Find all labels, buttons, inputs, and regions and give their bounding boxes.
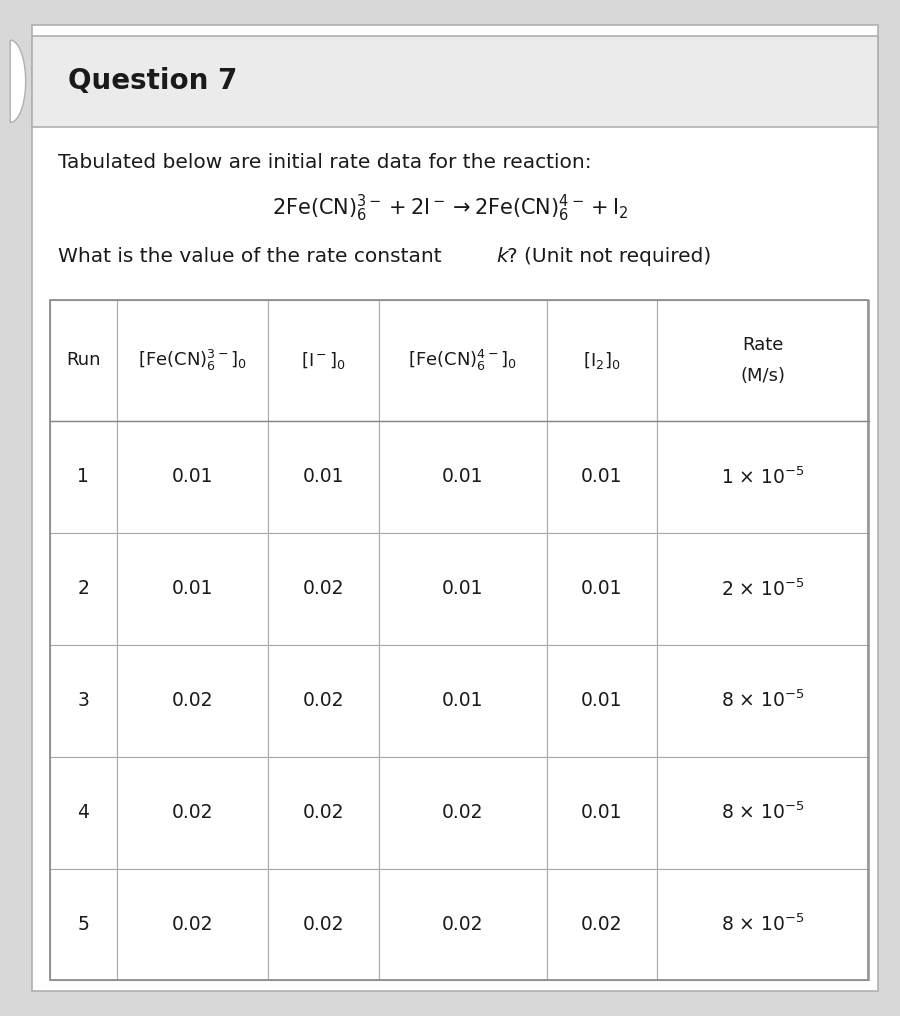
Text: 0.01: 0.01 <box>442 579 483 598</box>
Text: $\mathregular{2Fe(CN)_6^{3-} + 2I^- \rightarrow 2Fe(CN)_6^{4-} + I_2}$: $\mathregular{2Fe(CN)_6^{3-} + 2I^- \rig… <box>272 193 628 224</box>
Text: 0.01: 0.01 <box>581 467 623 487</box>
Text: 5: 5 <box>77 915 89 934</box>
Text: 1 $\times$ $10^{-5}$: 1 $\times$ $10^{-5}$ <box>721 466 805 488</box>
Text: 0.02: 0.02 <box>581 915 623 934</box>
Text: $[\mathrm{Fe(CN)_6^{3-}}]_0$: $[\mathrm{Fe(CN)_6^{3-}}]_0$ <box>138 347 247 373</box>
Text: $[\mathrm{I^-}]_0$: $[\mathrm{I^-}]_0$ <box>301 350 346 371</box>
Text: 0.02: 0.02 <box>302 915 344 934</box>
Text: $k$: $k$ <box>496 247 510 265</box>
Text: 0.02: 0.02 <box>172 803 213 822</box>
Polygon shape <box>10 41 25 123</box>
Text: 8 $\times$ $10^{-5}$: 8 $\times$ $10^{-5}$ <box>721 913 805 936</box>
Text: 0.01: 0.01 <box>442 691 483 710</box>
Text: 8 $\times$ $10^{-5}$: 8 $\times$ $10^{-5}$ <box>721 690 805 711</box>
Text: 1: 1 <box>77 467 89 487</box>
Text: $[\mathrm{I_2}]_0$: $[\mathrm{I_2}]_0$ <box>583 350 621 371</box>
Text: 0.01: 0.01 <box>172 467 213 487</box>
Text: 0.01: 0.01 <box>302 467 344 487</box>
Text: 8 $\times$ $10^{-5}$: 8 $\times$ $10^{-5}$ <box>721 802 805 823</box>
Text: 0.01: 0.01 <box>172 579 213 598</box>
Text: 0.02: 0.02 <box>442 803 483 822</box>
Text: 4: 4 <box>77 803 89 822</box>
Text: 0.02: 0.02 <box>172 915 213 934</box>
Text: 2 $\times$ $10^{-5}$: 2 $\times$ $10^{-5}$ <box>721 578 805 599</box>
Text: 0.01: 0.01 <box>581 579 623 598</box>
Text: (M/s): (M/s) <box>741 367 786 385</box>
Text: Run: Run <box>66 352 100 369</box>
Text: 0.02: 0.02 <box>172 691 213 710</box>
Text: 0.01: 0.01 <box>581 691 623 710</box>
Text: Tabulated below are initial rate data for the reaction:: Tabulated below are initial rate data fo… <box>58 153 592 172</box>
Text: 3: 3 <box>77 691 89 710</box>
Text: 2: 2 <box>77 579 89 598</box>
Text: 0.02: 0.02 <box>302 579 344 598</box>
Text: 0.02: 0.02 <box>302 803 344 822</box>
Text: $[\mathrm{Fe(CN)_6^{4-}}]_0$: $[\mathrm{Fe(CN)_6^{4-}}]_0$ <box>408 347 518 373</box>
Text: ? (Unit not required): ? (Unit not required) <box>507 247 711 265</box>
Text: Rate: Rate <box>742 335 784 354</box>
Text: 0.02: 0.02 <box>442 915 483 934</box>
Text: 0.02: 0.02 <box>302 691 344 710</box>
Text: 0.01: 0.01 <box>442 467 483 487</box>
Text: What is the value of the rate constant: What is the value of the rate constant <box>58 247 448 265</box>
Text: 0.01: 0.01 <box>581 803 623 822</box>
Text: Question 7: Question 7 <box>68 67 237 96</box>
